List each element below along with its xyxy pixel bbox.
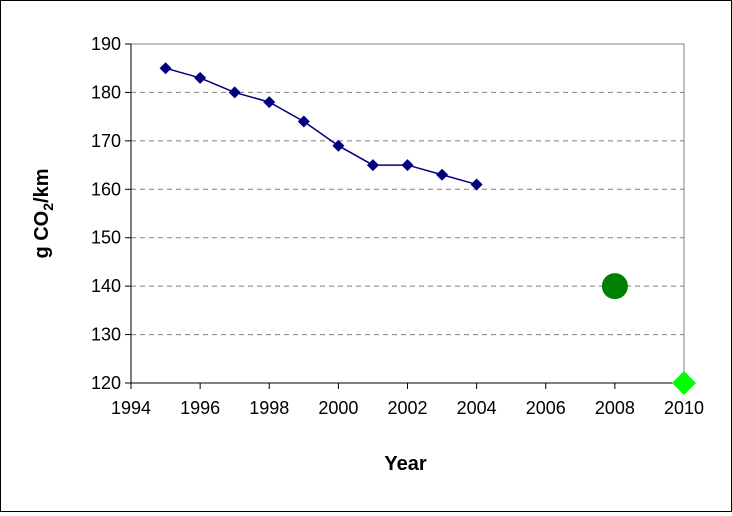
y-axis-title: g CO2/km	[31, 168, 56, 258]
x-tick-label-2000: 2000	[318, 398, 358, 418]
y-axis-title-subscript: 2	[40, 203, 56, 211]
data-point-1997	[228, 86, 241, 99]
gridlines	[131, 43, 684, 336]
series-0-line	[165, 67, 477, 186]
data-point-2004	[470, 178, 483, 191]
y-axis-title-prefix: g CO	[31, 211, 53, 259]
x-tick-label-1998: 1998	[249, 398, 289, 418]
y-tick-label-130: 130	[91, 325, 121, 345]
y-tick-label-160: 160	[91, 179, 121, 199]
data-point-1999	[297, 115, 310, 128]
x-tick-label-2002: 2002	[387, 398, 427, 418]
series-2	[672, 371, 696, 395]
y-tick-label-120: 120	[91, 373, 121, 393]
data-point-2001	[366, 159, 379, 172]
plot-area	[130, 43, 685, 384]
data-point-2002	[401, 159, 414, 172]
data-point-1995	[159, 62, 172, 75]
y-tick-label-140: 140	[91, 276, 121, 296]
y-tick-label-180: 180	[91, 82, 121, 102]
series-1	[601, 273, 628, 300]
data-point-2008	[601, 273, 628, 300]
data-point-2003	[436, 168, 449, 181]
x-tick-label-2004: 2004	[457, 398, 497, 418]
x-tick-label-2006: 2006	[526, 398, 566, 418]
y-tick-label-150: 150	[91, 228, 121, 248]
series-layer	[159, 62, 696, 395]
x-tick-label-1996: 1996	[180, 398, 220, 418]
data-point-2010	[672, 371, 696, 395]
y-tick-label-190: 190	[91, 34, 121, 54]
x-tick-label-2008: 2008	[595, 398, 635, 418]
axes: 120 130 140 150 160 170 180 190 1994 1996 1998 2000…	[91, 34, 704, 418]
x-tick-label-1994: 1994	[111, 398, 151, 418]
data-point-2000	[332, 139, 345, 152]
data-point-1996	[194, 71, 207, 84]
series-0	[159, 62, 483, 191]
y-axis-title-suffix: /km	[31, 168, 53, 202]
x-axis-title: Year	[384, 453, 426, 475]
data-point-1998	[263, 96, 276, 109]
y-tick-label-170: 170	[91, 131, 121, 151]
x-tick-label-2010: 2010	[664, 398, 704, 418]
